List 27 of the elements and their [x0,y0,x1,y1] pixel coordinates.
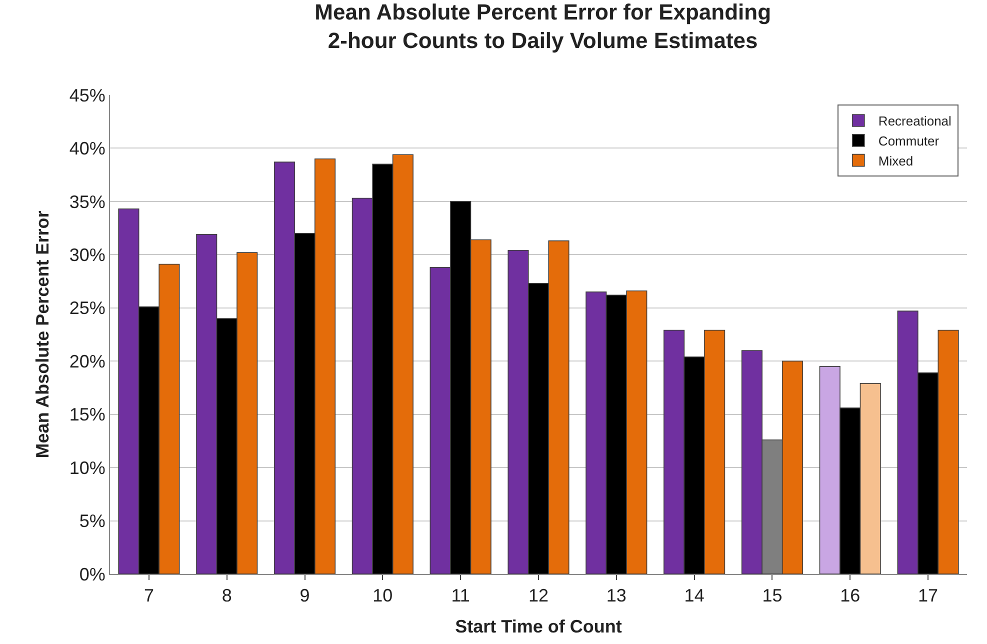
x-tick-label: 7 [144,586,154,606]
y-tick-label: 10% [69,458,106,478]
x-tick-label: 17 [918,586,938,606]
legend-label: Mixed [878,153,914,168]
y-tick-label: 40% [69,138,106,159]
x-tick-label: 9 [300,586,310,606]
x-tick-label: 8 [222,586,232,606]
y-tick-label: 5% [79,511,106,532]
chart-title: Mean Absolute Percent Error for Expanding 2-hour Counts to Daily Volume Estimates [314,0,772,53]
x-axis-title: Start Time of Count [455,616,622,637]
y-tick-label: 20% [69,351,106,372]
legend-label: Commuter [878,134,940,148]
x-tick-label: 12 [528,586,549,606]
x-tick-label: 13 [606,586,626,606]
y-tick-label: 15% [69,404,106,425]
x-tick-label: 11 [451,586,470,606]
legend-label: Recreational [878,114,952,129]
x-tick-label: 10 [372,586,393,606]
x-tick-label: 16 [840,586,860,606]
y-tick-label: 35% [69,192,106,212]
y-tick-label: 30% [69,244,106,265]
y-axis-title: Mean Absolute Percent Error [32,210,53,458]
y-tick-label: 45% [69,85,106,106]
y-tick-label: 25% [69,298,106,318]
y-tick-label: 0% [79,564,106,584]
x-tick-label: 15 [762,586,782,606]
x-tick-label: 14 [684,586,704,606]
